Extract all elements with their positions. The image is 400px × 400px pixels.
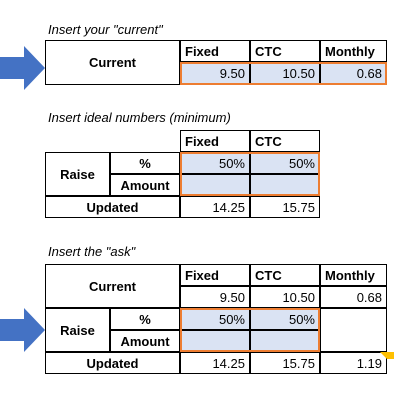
value-cell: 15.75 (250, 352, 320, 374)
row-label: Updated (45, 352, 180, 374)
row-label: Updated (45, 196, 180, 218)
column-header: Fixed (180, 130, 250, 152)
column-header: Monthly (320, 40, 387, 62)
value-cell: 0.68 (320, 62, 387, 85)
row-label: % (110, 152, 180, 174)
row-label: Amount (110, 174, 180, 196)
value-cell: 10.50 (250, 62, 320, 85)
row-label: Raise (45, 308, 110, 352)
value-cell: 10.50 (250, 286, 320, 308)
input-cell (250, 330, 320, 352)
column-header: Fixed (180, 40, 250, 62)
caption: Insert the "ask" (48, 244, 136, 259)
value-cell: 50% (250, 308, 320, 330)
column-header: CTC (250, 130, 320, 152)
value-cell: 50% (180, 308, 250, 330)
comment-marker (380, 352, 394, 366)
row-label: Raise (45, 152, 110, 196)
input-cell (250, 174, 320, 196)
arrow (0, 308, 45, 352)
row-label: Current (45, 264, 180, 308)
value-cell: 9.50 (180, 286, 250, 308)
column-header: Fixed (180, 264, 250, 286)
input-cell (180, 174, 250, 196)
row-label: % (110, 308, 180, 330)
arrow (0, 46, 45, 90)
value-cell: 14.25 (180, 196, 250, 218)
value-cell: 1.19 (320, 352, 387, 374)
column-header: CTC (250, 264, 320, 286)
value-cell: 9.50 (180, 62, 250, 85)
row-label: Amount (110, 330, 180, 352)
column-header: CTC (250, 40, 320, 62)
empty-cell (320, 308, 387, 352)
value-cell: 0.68 (320, 286, 387, 308)
value-cell: 14.25 (180, 352, 250, 374)
value-cell: 15.75 (250, 196, 320, 218)
column-header: Monthly (320, 264, 387, 286)
value-cell: 50% (180, 152, 250, 174)
caption: Insert ideal numbers (minimum) (48, 110, 231, 125)
row-label: Current (45, 40, 180, 85)
input-cell (180, 330, 250, 352)
caption: Insert your "current" (48, 22, 163, 37)
value-cell: 50% (250, 152, 320, 174)
